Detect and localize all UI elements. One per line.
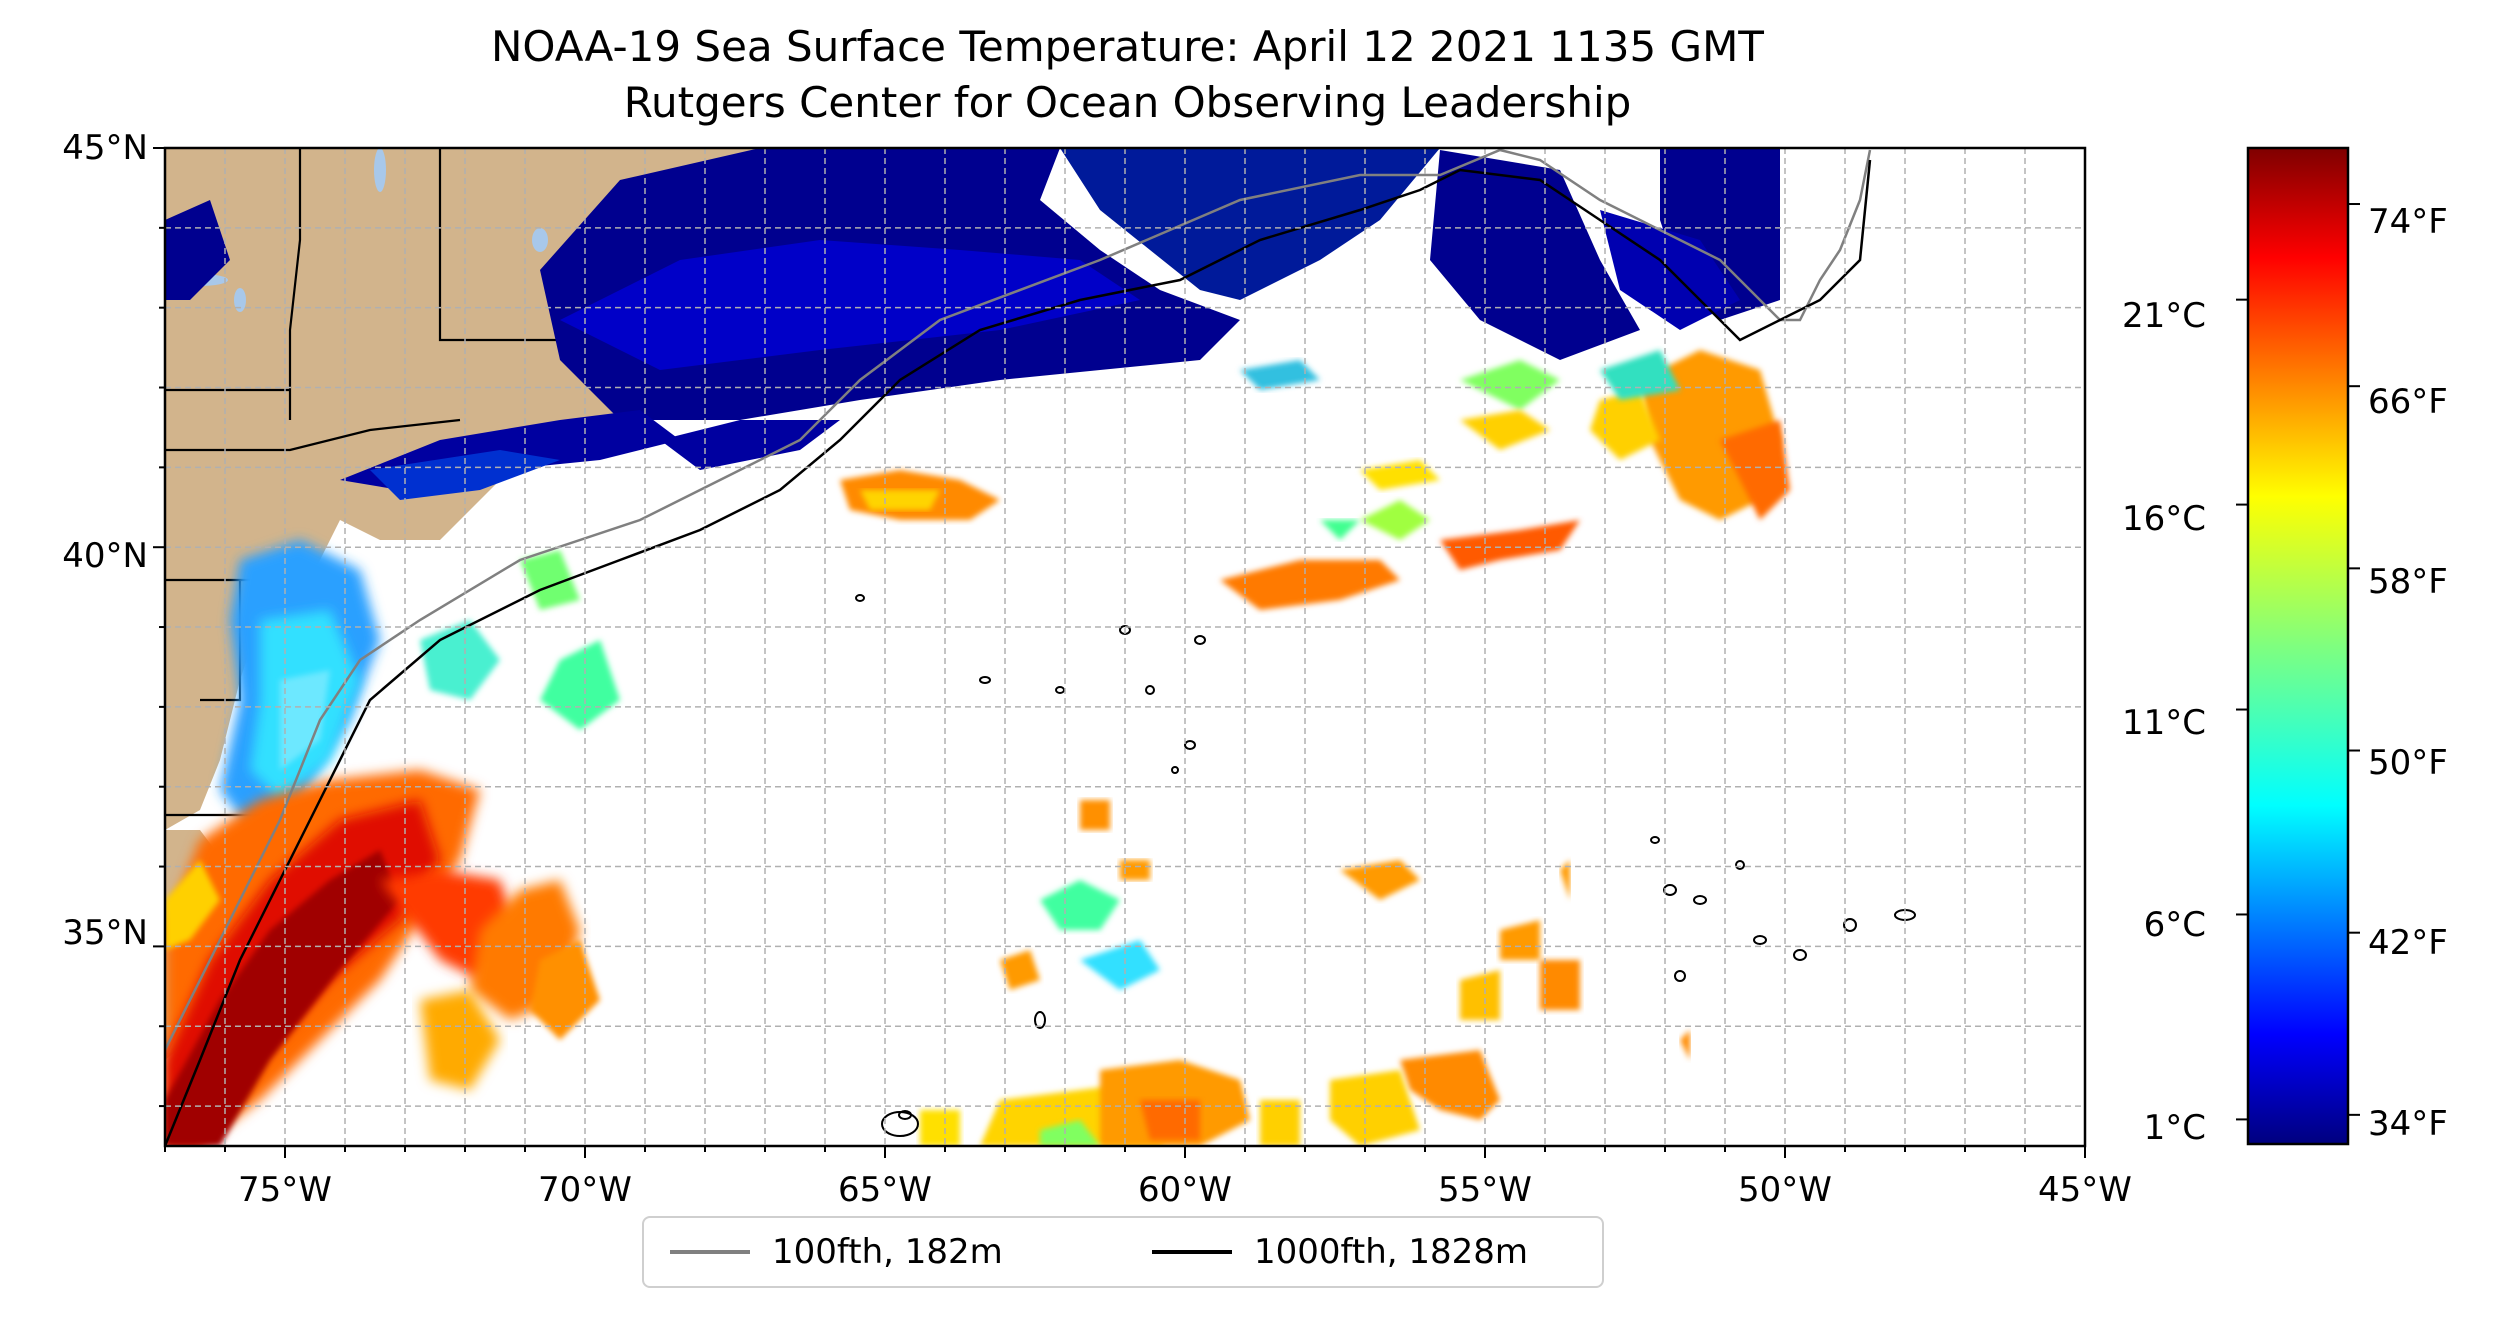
- legend-label-100fth: 100fth, 182m: [772, 1232, 1003, 1272]
- chart-title: NOAA-19 Sea Surface Temperature: April 1…: [491, 22, 1764, 71]
- lat-label-35: 35°N: [62, 913, 148, 953]
- cbar-f-50: 50°F: [2368, 743, 2448, 783]
- cbar-c-1: 1°C: [2143, 1108, 2206, 1148]
- lon-label-50w: 50°W: [1738, 1170, 1832, 1210]
- lon-label-70w: 70°W: [538, 1170, 632, 1210]
- chart-subtitle: Rutgers Center for Ocean Observing Leade…: [623, 78, 1632, 127]
- isobath-100fth: [165, 148, 1872, 1051]
- cbar-f-58: 58°F: [2368, 562, 2448, 602]
- lon-label-60w: 60°W: [1138, 1170, 1232, 1210]
- cbar-c-6: 6°C: [2143, 905, 2206, 945]
- legend-line-gray: [670, 1250, 750, 1254]
- cbar-c-11: 11°C: [2121, 703, 2206, 743]
- isobath-legend: 100fth, 182m 1000fth, 1828m: [642, 1216, 1604, 1288]
- land-mass: [165, 148, 1050, 830]
- lat-label-45: 45°N: [62, 128, 148, 168]
- lon-label-65w: 65°W: [838, 1170, 932, 1210]
- cbar-f-34: 34°F: [2368, 1104, 2448, 1144]
- cbar-f-66: 66°F: [2368, 382, 2448, 422]
- colorbar: [2246, 146, 2350, 1146]
- isobath-1000fth: [165, 159, 1872, 1146]
- lon-label-45w: 45°W: [2038, 1170, 2132, 1210]
- map-gridlines: [165, 148, 2085, 1146]
- legend-line-black: [1152, 1250, 1232, 1254]
- lat-label-40: 40°N: [62, 536, 148, 576]
- legend-label-1000fth: 1000fth, 1828m: [1254, 1232, 1529, 1272]
- axis-ticks: [153, 147, 2086, 1158]
- cbar-f-74: 74°F: [2368, 202, 2448, 242]
- cbar-c-21: 21°C: [2121, 296, 2206, 336]
- seamounts: [855, 594, 1916, 1137]
- cbar-f-42: 42°F: [2368, 923, 2448, 963]
- colorbar-ticks: [2236, 203, 2360, 1121]
- legend-item-100fth: 100fth, 182m: [670, 1218, 1003, 1286]
- lon-label-75w: 75°W: [238, 1170, 332, 1210]
- lon-label-55w: 55°W: [1438, 1170, 1532, 1210]
- legend-item-1000fth: 1000fth, 1828m: [1152, 1218, 1528, 1286]
- cbar-c-16: 16°C: [2121, 499, 2206, 539]
